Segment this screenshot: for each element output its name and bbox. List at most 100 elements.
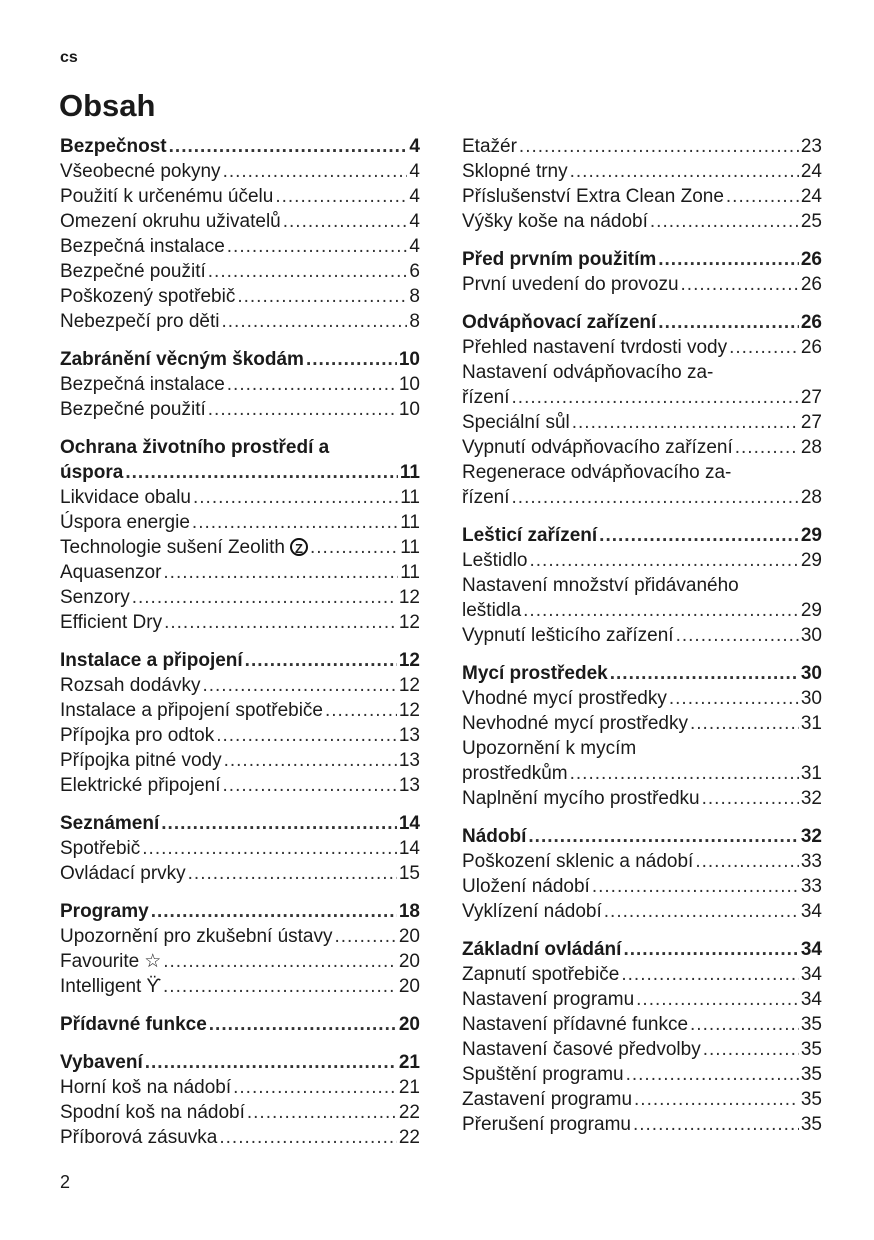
toc-section[interactable]: Lešticí zařízení 29 <box>462 523 822 548</box>
entry-row: Spodní koš na nádobí 22 <box>60 1100 420 1125</box>
toc-entry[interactable]: Úspora energie 11 <box>60 510 420 535</box>
toc-section[interactable]: Základní ovládání 34 <box>462 937 822 962</box>
entry-title: Uložení nádobí <box>462 876 590 897</box>
dot-leader <box>325 698 397 723</box>
dot-leader <box>188 861 397 886</box>
entry-row: Vyklízení nádobí 34 <box>462 899 822 924</box>
toc-entry[interactable]: Výšky koše na nádobí 25 <box>462 209 822 234</box>
entry-title: Lešticí zařízení <box>462 525 598 546</box>
toc-entry[interactable]: Příborová zásuvka 22 <box>60 1125 420 1150</box>
toc-entry[interactable]: Regenerace odvápňovacího za-řízení 28 <box>462 460 822 510</box>
entry-title: Úspora energie <box>60 512 190 533</box>
toc-entry[interactable]: Efficient Dry 12 <box>60 610 420 635</box>
toc-entry[interactable]: Aquasenzor 11 <box>60 560 420 585</box>
toc-section[interactable]: Přídavné funkce 20 <box>60 1012 420 1037</box>
toc-entry[interactable]: Naplnění mycího prostředku 32 <box>462 786 822 811</box>
toc-entry[interactable]: Senzory 12 <box>60 585 420 610</box>
toc-section[interactable]: Nádobí 32 <box>462 824 822 849</box>
toc-entry[interactable]: Příslušenství Extra Clean Zone 24 <box>462 184 822 209</box>
toc-entry[interactable]: Zastavení programu 35 <box>462 1087 822 1112</box>
entry-row: Přerušení programu 35 <box>462 1112 822 1137</box>
toc-group: Nádobí32Poškození sklenic a nádobí33Ulož… <box>462 824 822 924</box>
toc-entry[interactable]: Zapnutí spotřebiče 34 <box>462 962 822 987</box>
toc-section[interactable]: Programy 18 <box>60 899 420 924</box>
entry-title: Spotřebič <box>60 838 141 859</box>
toc-entry[interactable]: Nastavení časové předvolby 35 <box>462 1037 822 1062</box>
toc-entry[interactable]: Poškozený spotřebič 8 <box>60 284 420 309</box>
toc-entry[interactable]: Vhodné mycí prostředky 30 <box>462 686 822 711</box>
entry-row: Nebezpečí pro děti 8 <box>60 309 420 334</box>
toc-section[interactable]: Odvápňovací zařízení 26 <box>462 310 822 335</box>
entry-title: Intelligent <box>60 976 142 997</box>
toc-entry[interactable]: Přehled nastavení tvrdosti vody 26 <box>462 335 822 360</box>
toc-entry[interactable]: Spodní koš na nádobí 22 <box>60 1100 420 1125</box>
toc-entry[interactable]: Bezpečná instalace 10 <box>60 372 420 397</box>
toc-section[interactable]: Instalace a připojení 12 <box>60 648 420 673</box>
toc-entry[interactable]: Rozsah dodávky 12 <box>60 673 420 698</box>
entry-row: Leštidlo 29 <box>462 548 822 573</box>
entry-row: Výšky koše na nádobí 25 <box>462 209 822 234</box>
toc-section[interactable]: Bezpečnost 4 <box>60 134 420 159</box>
toc-entry[interactable]: Bezpečné použití 10 <box>60 397 420 422</box>
toc-entry[interactable]: Bezpečné použití 6 <box>60 259 420 284</box>
entry-page: 34 <box>800 939 822 960</box>
toc-entry[interactable]: Speciální sůl 27 <box>462 410 822 435</box>
toc-entry[interactable]: Elektrické připojení 13 <box>60 773 420 798</box>
entry-page: 8 <box>409 286 420 307</box>
entry-page: 10 <box>398 399 420 420</box>
toc-entry[interactable]: Nevhodné mycí prostředky 31 <box>462 711 822 736</box>
toc-entry[interactable]: Sklopné trny 24 <box>462 159 822 184</box>
toc-section[interactable]: Vybavení 21 <box>60 1050 420 1075</box>
toc-entry[interactable]: Omezení okruhu uživatelů 4 <box>60 209 420 234</box>
toc-entry[interactable]: Spuštění programu 35 <box>462 1062 822 1087</box>
toc-entry[interactable]: Ovládací prvky 15 <box>60 861 420 886</box>
toc-entry[interactable]: Nastavení množství přidávaného leštidla 29 <box>462 573 822 623</box>
toc-entry[interactable]: Leštidlo 29 <box>462 548 822 573</box>
toc-entry[interactable]: Všeobecné pokyny 4 <box>60 159 420 184</box>
toc-column-left: Bezpečnost4Všeobecné pokyny4Použití k ur… <box>60 134 420 1150</box>
toc-section[interactable]: Ochrana životního prostředí a úspora 11 <box>60 435 420 485</box>
toc-entry[interactable]: Upozornění k mycím prostředkům 31 <box>462 736 822 786</box>
entry-title: Příborová zásuvka <box>60 1127 218 1148</box>
entry-page: 20 <box>398 926 420 947</box>
toc-entry[interactable]: Vyklízení nádobí 34 <box>462 899 822 924</box>
toc-entry[interactable]: Nastavení programu 34 <box>462 987 822 1012</box>
toc-group: Mycí prostředek 30 Vhodné mycí prostředky 3… <box>462 661 822 811</box>
toc-entry[interactable]: Instalace a připojení spotřebiče 12 <box>60 698 420 723</box>
entry-row: prostředkům 31 <box>462 761 822 786</box>
entry-title: Rozsah dodávky <box>60 675 201 696</box>
toc-section[interactable]: Zabránění věcným škodám 10 <box>60 347 420 372</box>
toc-entry[interactable]: Vypnutí lešticího zařízení 30 <box>462 623 822 648</box>
dot-leader <box>570 761 799 786</box>
toc-entry[interactable]: První uvedení do provozu 26 <box>462 272 822 297</box>
entry-row: Horní koš na nádobí 21 <box>60 1075 420 1100</box>
toc-entry[interactable]: Nebezpečí pro děti 8 <box>60 309 420 334</box>
toc-section[interactable]: Mycí prostředek 30 <box>462 661 822 686</box>
toc-entry[interactable]: Bezpečná instalace 4 <box>60 234 420 259</box>
toc-entry[interactable]: Nastavení přídavné funkce 35 <box>462 1012 822 1037</box>
entry-row: Speciální sůl 27 <box>462 410 822 435</box>
entry-page: 27 <box>800 387 822 408</box>
toc-entry[interactable]: Upozornění pro zkušební ústavy 20 <box>60 924 420 949</box>
toc-entry[interactable]: Favourite☆ 20 <box>60 949 420 974</box>
toc-entry[interactable]: Likvidace obalu 11 <box>60 485 420 510</box>
toc-entry[interactable]: Uložení nádobí 33 <box>462 874 822 899</box>
toc-entry[interactable]: Přípojka pitné vody 13 <box>60 748 420 773</box>
entry-row: Příborová zásuvka 22 <box>60 1125 420 1150</box>
toc-entry[interactable]: Přípojka pro odtok 13 <box>60 723 420 748</box>
toc-section[interactable]: Seznámení 14 <box>60 811 420 836</box>
toc-entry[interactable]: Spotřebič 14 <box>60 836 420 861</box>
toc-entry[interactable]: Vypnutí odvápňovacího zařízení 28 <box>462 435 822 460</box>
toc-entry[interactable]: Etažér 23 <box>462 134 822 159</box>
toc-entry[interactable]: Nastavení odvápňovacího za-řízení 27 <box>462 360 822 410</box>
entry-page: 33 <box>800 851 822 872</box>
toc-entry[interactable]: Přerušení programu 35 <box>462 1112 822 1137</box>
toc-entry[interactable]: Použití k určenému účelu 4 <box>60 184 420 209</box>
toc-section[interactable]: Před prvním použitím 26 <box>462 247 822 272</box>
toc-entry[interactable]: Poškození sklenic a nádobí 33 <box>462 849 822 874</box>
toc-entry[interactable]: Horní koš na nádobí 21 <box>60 1075 420 1100</box>
